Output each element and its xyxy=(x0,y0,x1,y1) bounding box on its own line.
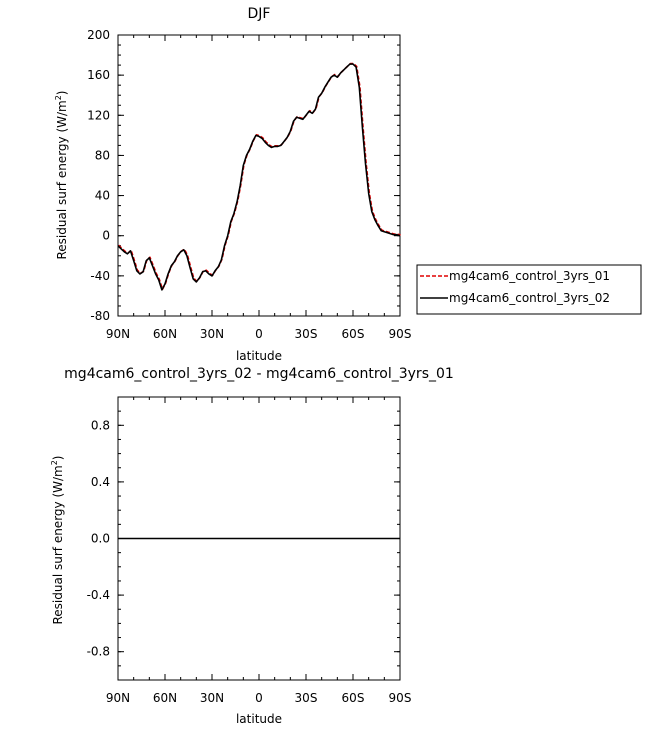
y-tick-label: 0.4 xyxy=(91,475,110,489)
panel-bottom: mg4cam6_control_3yrs_02 - mg4cam6_contro… xyxy=(50,366,454,726)
x-tick-label: 30S xyxy=(295,691,318,705)
x-tick-label: 60N xyxy=(153,327,177,341)
y-tick-label: 120 xyxy=(87,108,110,122)
x-tick-label: 30N xyxy=(200,691,224,705)
y-tick-label: -0.4 xyxy=(87,588,110,602)
y-tick-label: 0.8 xyxy=(91,418,110,432)
x-tick-label: 90S xyxy=(389,691,412,705)
x-tick-label: 60S xyxy=(342,327,365,341)
chart-title: mg4cam6_control_3yrs_02 - mg4cam6_contro… xyxy=(64,366,454,382)
x-axis-ticks: 90N 60N 30N 0 30S 60S 90S xyxy=(106,35,412,341)
series-line-1 xyxy=(118,62,401,291)
y-tick-label: 200 xyxy=(87,28,110,42)
y-axis-label-sup: 2 xyxy=(54,95,63,100)
series-line-2 xyxy=(117,63,401,291)
legend: mg4cam6_control_3yrs_01 mg4cam6_control_… xyxy=(416,264,642,315)
y-tick-label: -40 xyxy=(90,269,110,283)
y-tick-label: 160 xyxy=(87,68,110,82)
y-axis-label-close: ) xyxy=(51,455,65,460)
chart-title: DJF xyxy=(248,6,271,22)
x-axis-label: latitude xyxy=(236,349,282,363)
y-tick-label: -80 xyxy=(90,309,110,323)
y-axis-label: Residual surf energy (W/m2) xyxy=(50,455,65,624)
y-tick-label: 40 xyxy=(95,189,110,203)
x-tick-label: 60S xyxy=(342,691,365,705)
x-tick-label: 30N xyxy=(200,327,224,341)
x-tick-label: 90S xyxy=(389,327,412,341)
y-axis-ticks: -0.8 -0.4 0.0 0.4 0.8 xyxy=(87,396,400,681)
x-tick-label: 0 xyxy=(255,327,263,341)
y-axis-label-close: ) xyxy=(55,90,69,95)
y-tick-label: 0.0 xyxy=(91,532,110,546)
y-axis-label-main: Residual surf energy (W/m xyxy=(51,465,65,624)
x-tick-label: 90N xyxy=(106,327,130,341)
x-axis-label: latitude xyxy=(236,712,282,726)
x-tick-label: 0 xyxy=(255,691,263,705)
series-group xyxy=(117,62,401,291)
y-tick-label: 80 xyxy=(95,148,110,162)
x-tick-label: 30S xyxy=(295,327,318,341)
y-axis-ticks: -80 -40 0 40 80 120 160 200 xyxy=(87,28,400,323)
legend-box xyxy=(416,264,642,315)
legend-label-series-2: mg4cam6_control_3yrs_02 xyxy=(449,291,610,305)
y-axis-label-main: Residual surf energy (W/m xyxy=(55,100,69,259)
x-axis-ticks: 90N 60N 30N 0 30S 60S 90S xyxy=(106,397,412,705)
y-tick-label: -0.8 xyxy=(87,645,110,659)
x-tick-label: 60N xyxy=(153,691,177,705)
panel-top: DJF -80 -40 0 40 80 120 160 200 90N 60N 30N 0 30S 60… xyxy=(54,6,642,363)
x-tick-label: 90N xyxy=(106,691,130,705)
legend-label-series-1: mg4cam6_control_3yrs_01 xyxy=(449,269,610,283)
y-tick-label: 0 xyxy=(102,229,110,243)
y-axis-label-sup: 2 xyxy=(50,460,59,465)
y-axis-label: Residual surf energy (W/m2) xyxy=(54,90,69,259)
